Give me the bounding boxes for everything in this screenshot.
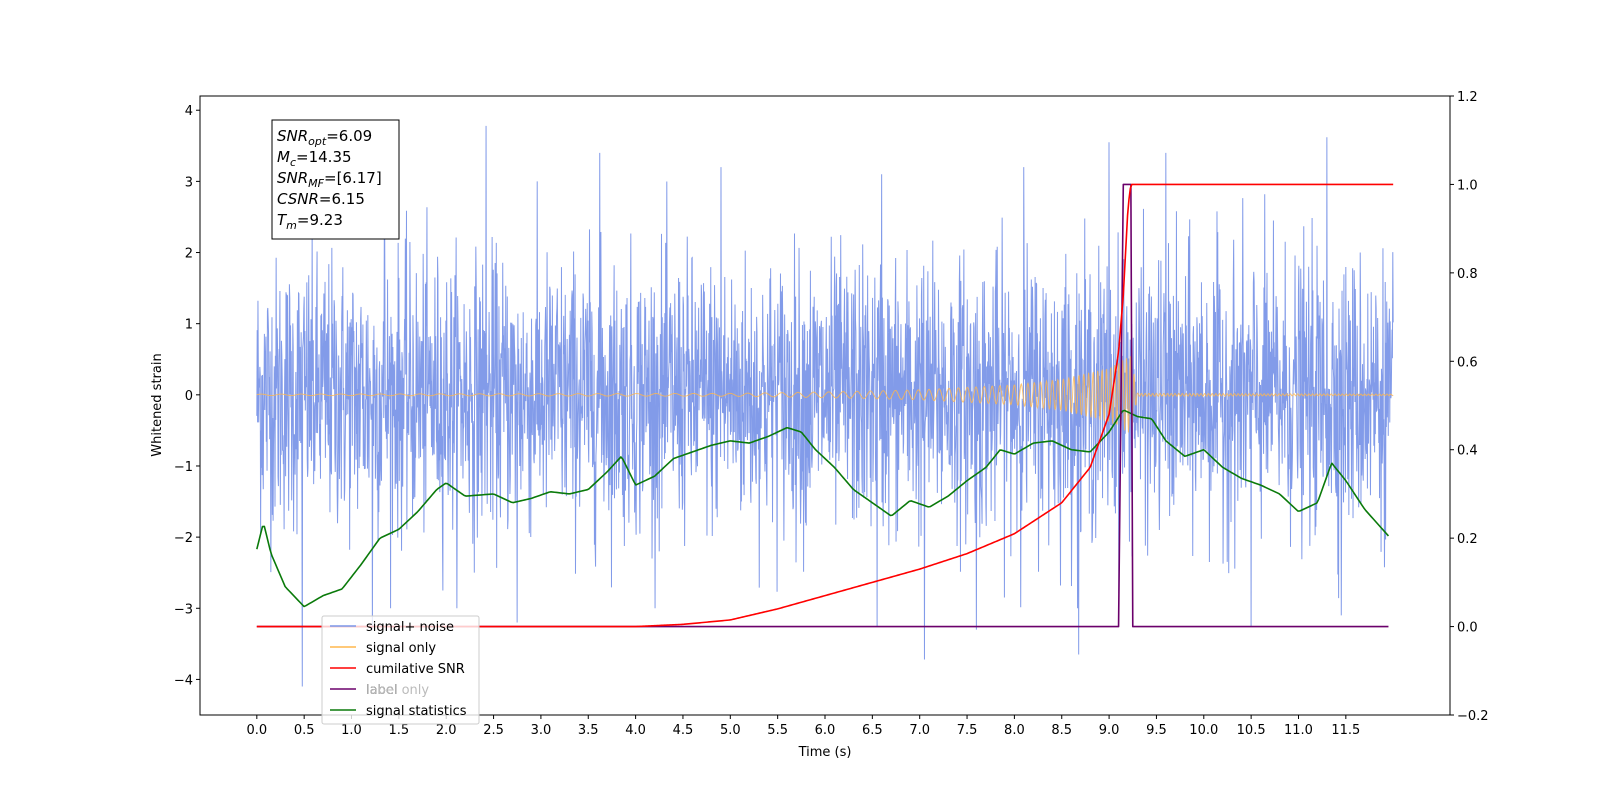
y-right-tick-label: 0.8 (1457, 267, 1478, 282)
y-left-tick-label: −3 (174, 602, 193, 617)
x-tick-label: 5.0 (720, 723, 741, 738)
series-layer (256, 125, 1394, 687)
y-axis-left: −4 −3 −2 −1 0 1 2 3 4 (174, 104, 200, 688)
y-right-tick-label: −0.2 (1457, 709, 1489, 724)
x-tick-label: 0.0 (246, 723, 267, 738)
series-signal-noise (256, 125, 1394, 687)
x-tick-label: 4.5 (673, 723, 694, 738)
x-tick-label: 9.0 (1099, 723, 1120, 738)
y-axis-label: Whitened strain (150, 353, 165, 456)
x-tick-label: 3.5 (578, 723, 599, 738)
annotation-box: SNRopt=6.09Mc=14.35SNRMF=[6.17]CSNR=6.15… (271, 119, 400, 240)
x-tick-label: 10.5 (1237, 723, 1266, 738)
x-tick-label: 7.0 (909, 723, 930, 738)
y-axis-right: −0.2 0.0 0.2 0.4 0.6 0.8 1.0 1.2 (1450, 90, 1489, 724)
y-left-tick-label: 4 (185, 104, 193, 119)
y-right-tick-label: 1.2 (1457, 90, 1478, 105)
y-left-tick-label: −2 (174, 531, 193, 546)
legend-frame (321, 615, 480, 725)
y-left-tick-label: 1 (185, 318, 193, 333)
series-signal-only (256, 356, 1394, 433)
x-tick-label: 7.5 (957, 723, 978, 738)
x-tick-label: 4.0 (625, 723, 646, 738)
x-tick-label: 5.5 (767, 723, 788, 738)
annotation-line: SNRopt=6.09 (277, 127, 372, 148)
series-label (256, 183, 1389, 628)
legend: signal+ noise signal only cumilative SNR la… (321, 615, 480, 725)
x-tick-label: 6.0 (815, 723, 836, 738)
annotation-line: Tm=9.23 (277, 211, 343, 232)
y-right-tick-label: 0.6 (1457, 355, 1478, 370)
legend-label: signal statistics (366, 704, 467, 719)
y-right-tick-label: 0.2 (1457, 532, 1478, 547)
x-tick-label: 1.0 (341, 723, 362, 738)
annotation-line: SNRMF=[6.17] (277, 169, 382, 190)
x-tick-label: 8.0 (1004, 723, 1025, 738)
x-axis: 0.0 0.5 1.0 1.5 2.0 2.5 3.0 3.5 4.0 4.5 5.0 5.5 6.0 6… (246, 715, 1360, 738)
annotation-frame (271, 119, 400, 240)
y-left-tick-label: 3 (185, 175, 193, 190)
y-right-tick-label: 0.0 (1457, 621, 1478, 636)
y-left-tick-label: −1 (174, 460, 193, 475)
legend-label: signal+ noise (366, 620, 454, 635)
x-tick-label: 11.5 (1331, 723, 1360, 738)
y-right-tick-label: 0.4 (1457, 444, 1478, 459)
legend-label: label only (366, 683, 429, 698)
y-right-tick-label: 1.0 (1457, 178, 1478, 193)
legend-label: signal only (366, 641, 436, 656)
x-axis-label: Time (s) (798, 745, 852, 760)
y-left-tick-label: −4 (174, 673, 193, 688)
legend-label: label (366, 683, 397, 698)
x-tick-label: 0.5 (294, 723, 315, 738)
x-tick-label: 3.0 (531, 723, 552, 738)
x-tick-label: 9.5 (1146, 723, 1167, 738)
legend-label: cumilative SNR (366, 662, 465, 677)
x-tick-label: 2.0 (436, 723, 457, 738)
series-signal-statistics (256, 409, 1390, 608)
annotation-line: Mc=14.35 (277, 148, 352, 169)
x-tick-label: 6.5 (862, 723, 883, 738)
x-tick-label: 2.5 (483, 723, 504, 738)
annotation-line: CSNR=6.15 (277, 190, 365, 208)
y-left-tick-label: 2 (185, 247, 193, 262)
y-left-tick-label: 0 (185, 389, 193, 404)
x-tick-label: 10.0 (1189, 723, 1218, 738)
x-tick-label: 1.5 (389, 723, 410, 738)
x-tick-label: 8.5 (1051, 723, 1072, 738)
x-tick-label: 11.0 (1284, 723, 1313, 738)
